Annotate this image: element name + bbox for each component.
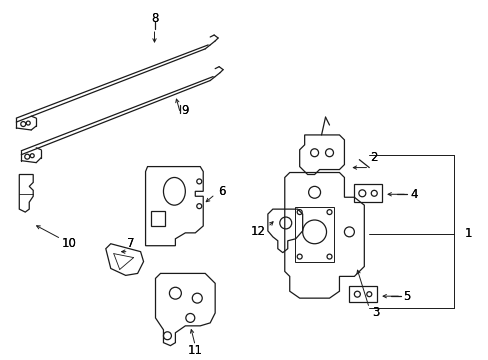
Text: 5: 5 [403, 290, 410, 303]
Text: 9: 9 [181, 104, 189, 117]
Text: 11: 11 [187, 344, 203, 357]
Text: 6: 6 [218, 185, 225, 198]
Text: 2: 2 [370, 151, 377, 164]
Text: 3: 3 [372, 306, 379, 319]
Text: 2: 2 [370, 151, 377, 164]
Text: 9: 9 [181, 104, 189, 117]
Text: 12: 12 [250, 225, 265, 238]
Text: 5: 5 [403, 290, 410, 303]
Text: 7: 7 [127, 237, 134, 250]
Text: 4: 4 [409, 188, 417, 201]
Text: 8: 8 [150, 12, 158, 25]
Text: 11: 11 [187, 344, 203, 357]
Text: 1: 1 [464, 228, 471, 240]
Text: 4: 4 [409, 188, 417, 201]
Text: 10: 10 [61, 237, 76, 250]
Text: 7: 7 [127, 237, 134, 250]
Text: 12: 12 [250, 225, 265, 238]
Text: 10: 10 [61, 237, 76, 250]
Text: 8: 8 [150, 12, 158, 25]
Text: 3: 3 [372, 306, 379, 319]
Text: 1: 1 [464, 228, 471, 240]
Text: 6: 6 [218, 185, 225, 198]
